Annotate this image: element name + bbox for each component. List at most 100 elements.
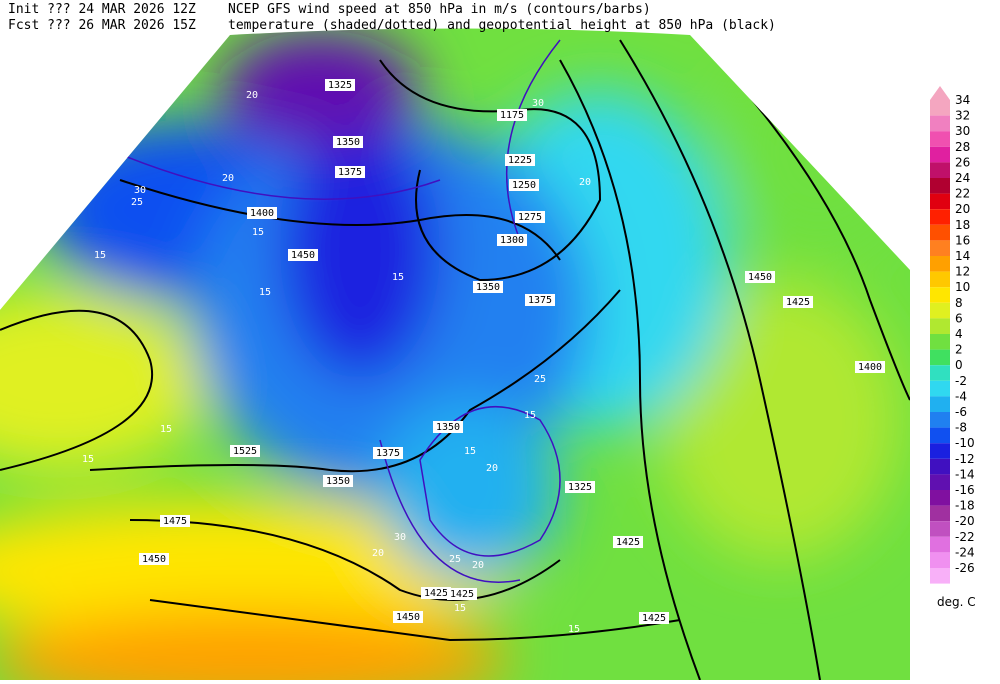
colorbar-label: 32 bbox=[955, 109, 970, 123]
colorbar-label: 14 bbox=[955, 249, 970, 263]
height-label-box bbox=[565, 481, 595, 493]
colorbar-label: 8 bbox=[955, 296, 963, 310]
wind-label: 30 bbox=[532, 98, 544, 109]
colorbar-swatch bbox=[930, 178, 950, 194]
height-label: 1350 bbox=[336, 137, 360, 148]
wind-label: 15 bbox=[94, 250, 106, 261]
wind-label: 25 bbox=[449, 554, 461, 565]
height-label-box bbox=[333, 136, 363, 148]
colorbar-label: -20 bbox=[955, 514, 975, 528]
height-label-box bbox=[247, 207, 277, 219]
colorbar-swatch bbox=[930, 458, 950, 475]
colorbar-label: 4 bbox=[955, 327, 963, 341]
height-label: 1300 bbox=[500, 235, 524, 246]
height-label-box bbox=[509, 179, 539, 191]
wind-label: 25 bbox=[131, 197, 143, 208]
colorbar-label: -2 bbox=[955, 374, 967, 388]
fcst-label: Fcst ??? 26 MAR 2026 15Z bbox=[8, 18, 196, 33]
colorbar-label: -24 bbox=[955, 545, 975, 559]
colorbar-label: 18 bbox=[955, 218, 970, 232]
colorbar-label: 24 bbox=[955, 171, 970, 185]
colorbar-label: -26 bbox=[955, 561, 975, 575]
colorbar-label: 20 bbox=[955, 202, 970, 216]
height-label: 1425 bbox=[642, 613, 666, 624]
height-label: 1275 bbox=[518, 212, 542, 223]
height-label: 1375 bbox=[338, 167, 362, 178]
colorbar-swatch bbox=[930, 536, 950, 553]
height-label-box bbox=[745, 271, 775, 283]
colorbar-swatch bbox=[930, 521, 950, 537]
colorbar-label: -16 bbox=[955, 483, 975, 497]
colorbar-swatch bbox=[930, 209, 950, 225]
wind-label: 15 bbox=[259, 287, 271, 298]
height-label-box bbox=[639, 612, 669, 624]
colorbar-swatch bbox=[930, 256, 950, 272]
height-label-box bbox=[855, 361, 885, 373]
colorbar-swatch bbox=[930, 365, 950, 381]
height-label: 1375 bbox=[528, 295, 552, 306]
height-label: 1475 bbox=[163, 516, 187, 527]
wind-label: 30 bbox=[394, 532, 406, 543]
colorbar-swatch bbox=[930, 568, 950, 584]
height-label: 1425 bbox=[450, 589, 474, 600]
wind-label: 30 bbox=[134, 185, 146, 196]
height-label: 1400 bbox=[858, 362, 882, 373]
height-label: 1425 bbox=[424, 588, 448, 599]
colorbar-swatch bbox=[930, 193, 950, 210]
height-label: 1350 bbox=[436, 422, 460, 433]
height-label-box bbox=[447, 588, 477, 600]
colorbar-label: 16 bbox=[955, 233, 970, 247]
wind-label: 20 bbox=[222, 173, 234, 184]
colorbar-swatch bbox=[930, 100, 950, 116]
title: NCEP GFS wind speed at 850 hPa in m/s (c… bbox=[228, 2, 651, 17]
colorbar-swatch bbox=[930, 505, 950, 522]
height-label: 1525 bbox=[233, 446, 257, 457]
colorbar-unit: deg. C bbox=[937, 595, 976, 609]
colorbar-label: 22 bbox=[955, 187, 970, 201]
colorbar-label: 34 bbox=[955, 93, 970, 107]
height-label-box bbox=[783, 296, 813, 308]
colorbar-swatch bbox=[930, 240, 950, 256]
height-label-box bbox=[230, 445, 260, 457]
init-label: Init ??? 24 MAR 2026 12Z bbox=[8, 2, 196, 17]
height-label: 1425 bbox=[786, 297, 810, 308]
wind-label: 15 bbox=[568, 624, 580, 635]
colorbar-swatch bbox=[930, 318, 950, 334]
height-label-box bbox=[325, 79, 355, 91]
wind-label: 15 bbox=[464, 446, 476, 457]
wind-label: 20 bbox=[486, 463, 498, 474]
height-label: 1350 bbox=[476, 282, 500, 293]
height-label: 1375 bbox=[376, 448, 400, 459]
colorbar-swatch bbox=[930, 334, 950, 350]
height-label-box bbox=[160, 515, 190, 527]
height-label: 1450 bbox=[396, 612, 420, 623]
height-label: 1425 bbox=[616, 537, 640, 548]
height-label: 1450 bbox=[142, 554, 166, 565]
colorbar-swatch bbox=[930, 380, 950, 397]
colorbar-label: -22 bbox=[955, 530, 975, 544]
colorbar-label: -4 bbox=[955, 389, 967, 403]
height-label-box bbox=[139, 553, 169, 565]
height-label-box bbox=[505, 154, 535, 166]
colorbar-swatch bbox=[930, 224, 950, 241]
wind-label: 15 bbox=[524, 410, 536, 421]
colorbar-label: 6 bbox=[955, 311, 963, 325]
colorbar-swatch bbox=[930, 349, 950, 366]
wind-label: 15 bbox=[392, 272, 404, 283]
colorbar-swatch bbox=[930, 474, 950, 490]
colorbar-label: -8 bbox=[955, 421, 967, 435]
wind-label: 25 bbox=[534, 374, 546, 385]
colorbar-swatch bbox=[930, 490, 950, 506]
colorbar-swatch bbox=[930, 552, 950, 568]
wind-label: 15 bbox=[252, 227, 264, 238]
wind-label: 20 bbox=[246, 90, 258, 101]
colorbar-label: -12 bbox=[955, 452, 975, 466]
height-label: 1350 bbox=[326, 476, 350, 487]
height-label-box bbox=[421, 587, 451, 599]
subtitle: temperature (shaded/dotted) and geopoten… bbox=[228, 18, 776, 33]
height-label: 1250 bbox=[512, 180, 536, 191]
colorbar-label: 26 bbox=[955, 155, 970, 169]
height-label-box bbox=[515, 211, 545, 223]
